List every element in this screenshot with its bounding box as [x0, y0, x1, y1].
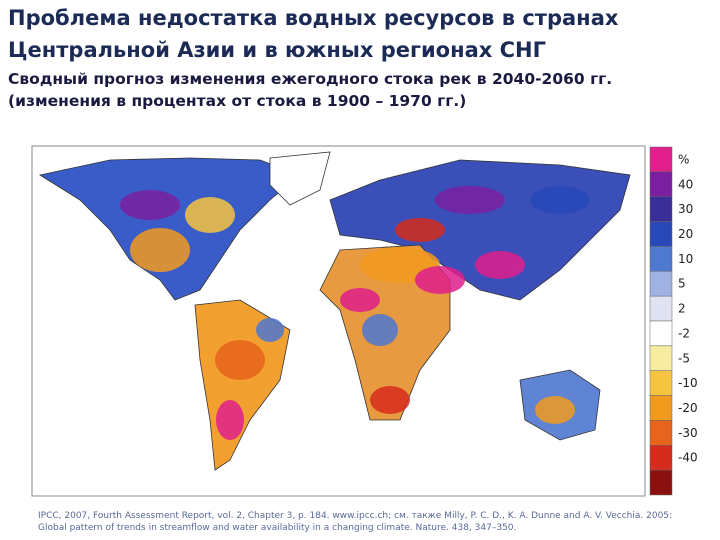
source-note: IPCC, 2007, Fourth Assessment Report, vo… — [38, 511, 673, 533]
legend-label: -10 — [678, 376, 698, 390]
legend-label: 2 — [678, 302, 686, 316]
legend-swatch — [649, 395, 673, 421]
title-line: Центральной Азии и в южных регионах СНГ — [8, 38, 547, 62]
change-patches — [120, 186, 590, 440]
legend-label: 5 — [678, 277, 686, 291]
subtitle-line: Сводный прогноз изменения ежегодного сто… — [8, 70, 613, 88]
map-figure: % 40 30 20 10 5 2 -2 -5 -10 -20 -30 -40 — [31, 145, 698, 497]
legend-unit: % — [678, 152, 689, 166]
legend-swatch — [649, 445, 673, 471]
legend-swatch — [649, 221, 673, 247]
legend-label: -2 — [678, 326, 690, 340]
legend-swatch — [649, 295, 673, 322]
subtitle-line: (изменения в процентах от стока в 1900 –… — [8, 92, 467, 110]
legend-label: -5 — [678, 351, 690, 365]
legend-label: 10 — [678, 252, 693, 266]
legend-label: 40 — [678, 177, 693, 191]
legend-label: -30 — [678, 426, 698, 440]
legend-swatch — [649, 469, 673, 496]
legend-swatch — [649, 271, 673, 297]
legend-swatch — [649, 320, 673, 347]
title-line: Проблема недостатка водных ресурсов в ст… — [8, 6, 619, 30]
legend-swatch — [649, 420, 673, 446]
legend: % 40 30 20 10 5 2 -2 -5 -10 -20 -30 -40 — [649, 146, 698, 496]
legend-swatch — [649, 171, 673, 197]
legend-swatch — [649, 345, 673, 371]
legend-label: -20 — [678, 401, 698, 415]
legend-label: 30 — [678, 202, 693, 216]
legend-swatch — [649, 146, 673, 173]
legend-label: 20 — [678, 227, 693, 241]
legend-swatch — [649, 246, 673, 272]
legend-swatch — [649, 370, 673, 396]
legend-label: -40 — [678, 451, 698, 465]
legend-swatch — [649, 196, 673, 222]
